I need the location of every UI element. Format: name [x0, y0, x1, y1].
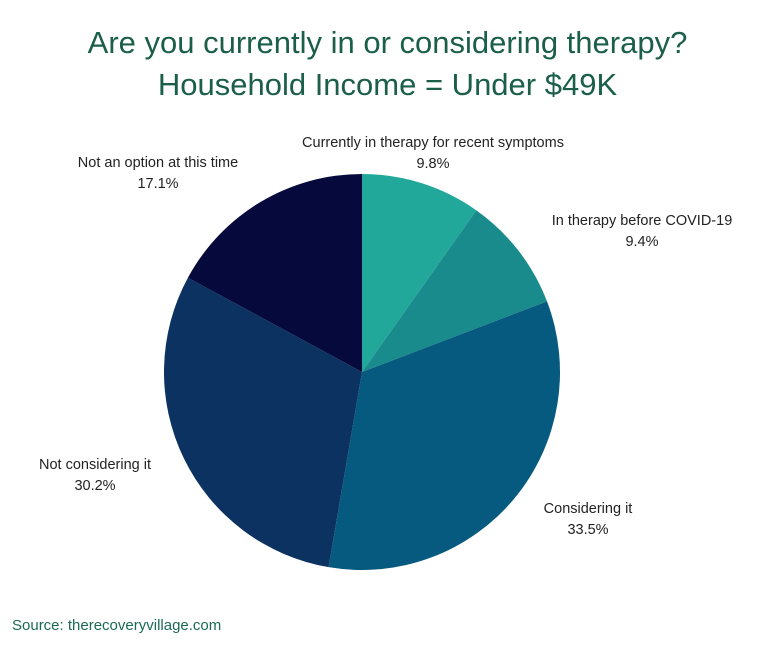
source-note: Source: therecoveryvillage.com [12, 617, 222, 634]
chart-title: Are you currently in or considering ther… [87, 25, 688, 60]
chart-title-block: Are you currently in or considering ther… [0, 22, 775, 106]
slice-value-currently-in-therapy: 9.8% [416, 156, 449, 172]
slice-label-considering-it: Considering it [544, 501, 633, 517]
slice-label-not-considering-it: Not considering it [39, 457, 151, 473]
pie-slice-currently-in-therapy [362, 174, 477, 372]
slice-value-not-an-option: 17.1% [137, 176, 178, 192]
slice-value-not-considering-it: 30.2% [74, 478, 115, 494]
slice-value-considering-it: 33.5% [567, 522, 608, 538]
slice-label-not-an-option: Not an option at this time [78, 155, 238, 171]
chart-subtitle: Household Income = Under $49K [157, 67, 618, 102]
pie-slice-not-an-option [187, 174, 362, 372]
slice-value-therapy-before-covid: 9.4% [625, 234, 658, 250]
pie-slice-therapy-before-covid [362, 210, 547, 372]
pie-slice-considering-it [328, 301, 560, 570]
slice-label-currently-in-therapy: Currently in therapy for recent symptoms [302, 135, 564, 151]
pie-labels: Currently in therapy for recent symptoms… [39, 135, 732, 538]
slice-label-therapy-before-covid: In therapy before COVID-19 [552, 213, 733, 229]
pie-slices [163, 174, 560, 570]
pie-slice-not-considering-it [163, 277, 362, 568]
